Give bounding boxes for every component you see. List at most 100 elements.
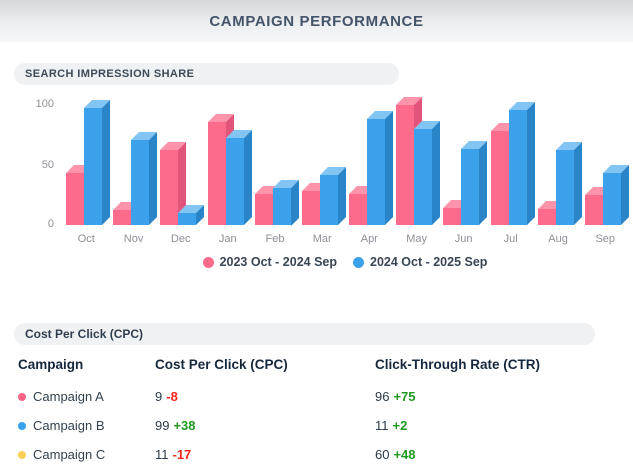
col-header-cpc: Cost Per Click (CPC)	[155, 356, 288, 372]
bar-may-series1[interactable]	[396, 97, 423, 225]
bar-group-nov: Nov	[109, 104, 158, 245]
ctr-delta: +2	[392, 417, 408, 433]
legend-dot-icon	[353, 256, 364, 268]
bar-aug-series1[interactable]	[537, 201, 564, 225]
legend-label: 2024 Oct - 2025 Sep	[370, 255, 488, 269]
bar-nov-series2[interactable]	[131, 132, 158, 225]
bar-jul-series2[interactable]	[508, 102, 535, 225]
cpc-delta: +38	[173, 417, 196, 433]
y-axis-tick-0: 0	[47, 218, 54, 230]
x-axis-label-jan: Jan	[218, 233, 237, 245]
bar-group-dec: Dec	[156, 104, 205, 245]
cpc-delta: -8	[166, 388, 178, 404]
ctr-cell: 11 +2	[375, 417, 615, 435]
bar-aug-series2[interactable]	[555, 141, 582, 225]
bar-may-series2[interactable]	[414, 121, 441, 225]
bar-group-jul: Jul	[487, 102, 535, 245]
col-header-ctr: Click-Through Rate (CTR)	[375, 356, 540, 372]
impression-share-chart: 100 50 0 Oct Nov Dec Jan Feb Mar Apr May Jun Jul A…	[35, 97, 629, 269]
x-axis-label-feb: Feb	[265, 233, 285, 245]
cpc-delta: -17	[172, 446, 192, 462]
bar-group-oct: Oct	[62, 99, 110, 245]
bar-jun-series1[interactable]	[443, 200, 470, 225]
bar-side-face	[526, 102, 535, 225]
page-title: CAMPAIGN PERFORMANCE	[209, 12, 424, 30]
cpc-section-header: Cost Per Click (CPC)	[14, 323, 595, 345]
bar-oct-series2[interactable]	[84, 99, 110, 225]
bar-nov-series1[interactable]	[113, 202, 140, 225]
bar-mar-series1[interactable]	[301, 183, 328, 225]
bar-jun-series2[interactable]	[461, 140, 488, 225]
col-header-campaign: Campaign	[18, 356, 84, 372]
bar-side-face	[432, 121, 441, 225]
bar-side-face	[243, 129, 252, 225]
cpc-value: 99	[155, 417, 170, 433]
bar-sep-series1[interactable]	[584, 186, 611, 225]
bar-jan-series2[interactable]	[225, 129, 252, 225]
bar-group-sep: Sep	[581, 104, 629, 245]
cpc-cell: 11 -17	[155, 446, 375, 464]
ctr-value: 60	[375, 446, 390, 462]
bar-feb-series1[interactable]	[254, 185, 281, 225]
bar-group-jan: Jan	[204, 104, 252, 245]
x-axis-label-apr: Apr	[360, 233, 378, 245]
table-body: Campaign A 9 -8 96 +75 Campaign B 99 +38	[18, 382, 615, 464]
table-row-campaign-a[interactable]: Campaign A 9 -8 96 +75	[18, 382, 615, 411]
y-axis-tick-100: 100	[35, 98, 54, 110]
campaign-name: Campaign C	[33, 447, 106, 462]
bar-jul-series1[interactable]	[490, 122, 517, 225]
bar-side-face	[620, 164, 629, 225]
x-axis-label-jun: Jun	[454, 233, 473, 245]
bar-apr-series2[interactable]	[367, 110, 394, 225]
y-axis-tick-50: 50	[41, 159, 54, 171]
x-axis-label-mar: Mar	[312, 233, 332, 245]
cpc-value: 11	[155, 446, 169, 462]
x-axis-label-aug: Aug	[548, 233, 568, 245]
bar-group-may: May	[392, 97, 441, 245]
cpc-cell: 9 -8	[155, 388, 375, 406]
bar-side-face	[102, 99, 110, 225]
campaign-cell: Campaign A	[18, 389, 155, 404]
legend-item-series2[interactable]: 2024 Oct - 2025 Sep	[353, 255, 487, 269]
bar-feb-series2[interactable]	[272, 179, 299, 225]
legend-label: 2023 Oct - 2024 Sep	[219, 255, 337, 269]
legend-item-series1[interactable]: 2023 Oct - 2024 Sep	[202, 255, 337, 269]
ctr-delta: +75	[393, 388, 416, 404]
table-row-campaign-b[interactable]: Campaign B 99 +38 11 +2	[18, 411, 615, 440]
legend-dot-icon	[202, 256, 214, 268]
bar-mar-series2[interactable]	[319, 167, 346, 225]
bar-group-jun: Jun	[439, 104, 488, 245]
bar-side-face	[573, 141, 582, 225]
bar-group-feb: Feb	[251, 104, 299, 245]
cpc-value: 9	[155, 388, 163, 404]
table-row-campaign-c[interactable]: Campaign C 11 -17 60 +48	[18, 440, 615, 464]
bar-oct-series1[interactable]	[66, 164, 92, 225]
chart-legend: 2023 Oct - 2024 Sep 2024 Oct - 2025 Sep	[62, 255, 628, 269]
ctr-cell: 60 +48	[375, 446, 615, 464]
bar-side-face	[149, 132, 158, 225]
bar-group-mar: Mar	[298, 104, 346, 245]
campaign-name: Campaign B	[33, 418, 105, 433]
bar-apr-series1[interactable]	[349, 185, 376, 225]
bar-group-apr: Apr	[345, 104, 394, 245]
impression-share-section-header: SEARCH IMPRESSION SHARE	[14, 63, 399, 85]
campaign-a-dot-icon	[18, 392, 26, 401]
campaign-c-dot-icon	[18, 450, 26, 459]
x-axis-label-nov: Nov	[123, 233, 144, 245]
table-header-row: Campaign Cost Per Click (CPC) Click-Thro…	[18, 352, 615, 376]
bar-dec-series1[interactable]	[160, 141, 187, 225]
campaign-cell: Campaign C	[18, 447, 155, 462]
bar-dec-series2[interactable]	[178, 204, 205, 225]
bar-side-face	[290, 179, 299, 225]
campaign-name: Campaign A	[33, 389, 104, 404]
campaign-b-dot-icon	[18, 421, 26, 430]
app-header: CAMPAIGN PERFORMANCE	[0, 0, 633, 42]
x-axis-label-jul: Jul	[503, 233, 518, 245]
bar-jan-series1[interactable]	[207, 114, 234, 225]
campaign-cell: Campaign B	[18, 418, 155, 433]
x-axis-label-dec: Dec	[170, 233, 191, 245]
x-axis-label-sep: Sep	[595, 233, 616, 245]
bar-group-aug: Aug	[534, 104, 582, 245]
bar-sep-series2[interactable]	[602, 164, 629, 225]
